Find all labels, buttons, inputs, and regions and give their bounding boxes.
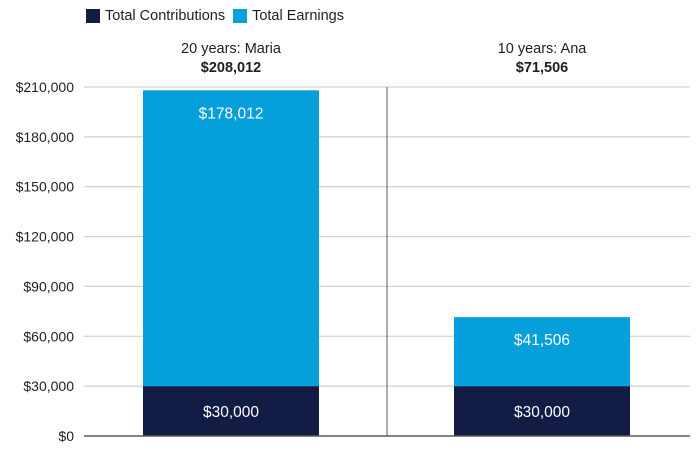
bar-data-label: $41,506 bbox=[514, 332, 570, 349]
y-tick-label: $90,000 bbox=[23, 278, 74, 294]
category-label: 20 years: Maria bbox=[181, 41, 282, 57]
chart-legend: Total Contributions Total Earnings bbox=[86, 8, 352, 24]
y-tick-label: $210,000 bbox=[16, 79, 75, 95]
bar-segment-earnings bbox=[454, 317, 630, 387]
legend-label-earnings: Total Earnings bbox=[252, 8, 344, 24]
legend-label-contributions: Total Contributions bbox=[105, 8, 226, 24]
bar-segment-contributions bbox=[143, 386, 319, 436]
bar-data-label: $30,000 bbox=[203, 404, 259, 421]
y-tick-label: $60,000 bbox=[23, 328, 74, 344]
y-tick-label: $30,000 bbox=[23, 378, 74, 394]
y-tick-label: $0 bbox=[58, 428, 74, 444]
y-tick-label: $180,000 bbox=[16, 129, 75, 145]
legend-swatch-earnings bbox=[233, 9, 248, 23]
bar-data-label: $30,000 bbox=[514, 404, 570, 421]
legend-swatch-contributions bbox=[86, 9, 100, 23]
category-label: 10 years: Ana bbox=[498, 41, 588, 57]
bar-segment-earnings bbox=[143, 90, 319, 387]
legend-item-earnings: Total Earnings bbox=[233, 8, 344, 24]
category-total-label: $71,506 bbox=[516, 60, 568, 76]
y-tick-label: $120,000 bbox=[16, 229, 75, 245]
category-total-label: $208,012 bbox=[201, 60, 261, 76]
legend-item-contributions: Total Contributions bbox=[86, 8, 225, 24]
bar-data-label: $178,012 bbox=[199, 105, 264, 122]
bar-segment-contributions bbox=[454, 386, 630, 436]
y-tick-label: $150,000 bbox=[16, 179, 75, 195]
